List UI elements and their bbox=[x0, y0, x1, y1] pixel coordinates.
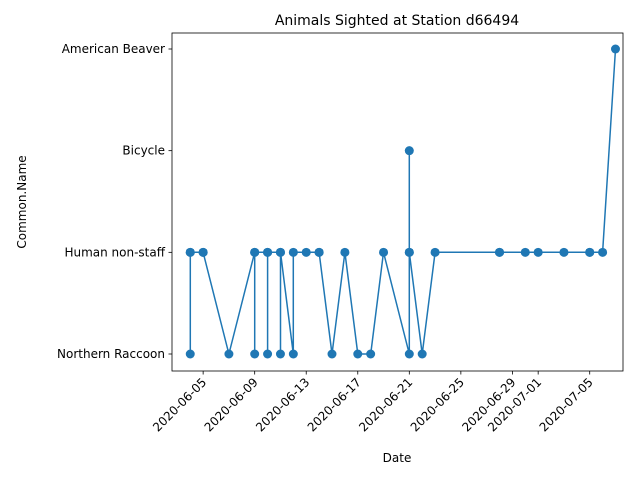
data-point bbox=[533, 247, 543, 257]
data-point bbox=[585, 247, 595, 257]
chart-title: Animals Sighted at Station d66494 bbox=[275, 13, 519, 29]
data-point bbox=[314, 247, 324, 257]
data-point bbox=[327, 349, 337, 359]
y-tick-label: Human non-staff bbox=[64, 245, 165, 259]
data-point bbox=[198, 247, 208, 257]
data-point bbox=[495, 247, 505, 257]
data-point bbox=[430, 247, 440, 257]
data-point bbox=[404, 349, 414, 359]
data-point bbox=[288, 349, 298, 359]
data-point bbox=[288, 247, 298, 257]
data-point bbox=[250, 247, 260, 257]
series-line bbox=[189, 48, 617, 355]
series-markers bbox=[185, 44, 620, 359]
data-point bbox=[301, 247, 311, 257]
x-tick-label: 2020-06-25 bbox=[408, 375, 467, 434]
data-point bbox=[404, 247, 414, 257]
data-point bbox=[275, 247, 285, 257]
data-point bbox=[417, 349, 427, 359]
y-axis: Northern Raccoon Human non-staff Bicycle Am… bbox=[57, 42, 172, 361]
data-point bbox=[598, 247, 608, 257]
data-point bbox=[353, 349, 363, 359]
x-tick-label: 2020-06-13 bbox=[253, 375, 312, 434]
x-axis-title: Date bbox=[383, 451, 412, 465]
data-point bbox=[520, 247, 530, 257]
data-point bbox=[263, 247, 273, 257]
data-point bbox=[610, 44, 620, 54]
data-point bbox=[275, 349, 285, 359]
y-tick-label: Bicycle bbox=[122, 144, 165, 158]
y-axis-title: Common.Name bbox=[15, 155, 29, 248]
data-point bbox=[366, 349, 376, 359]
x-axis: 2020-06-052020-06-092020-06-132020-06-17… bbox=[150, 371, 596, 434]
data-point bbox=[224, 349, 234, 359]
x-tick-label: 2020-07-05 bbox=[537, 375, 596, 434]
data-point bbox=[263, 349, 273, 359]
data-point bbox=[185, 247, 195, 257]
data-point bbox=[559, 247, 569, 257]
y-tick-label: Northern Raccoon bbox=[57, 347, 165, 361]
data-point bbox=[404, 146, 414, 156]
data-point bbox=[185, 349, 195, 359]
data-point bbox=[250, 349, 260, 359]
data-point bbox=[340, 247, 350, 257]
x-tick-label: 2020-06-21 bbox=[356, 375, 415, 434]
x-tick-label: 2020-06-05 bbox=[150, 375, 209, 434]
x-tick-label: 2020-06-09 bbox=[202, 375, 261, 434]
x-tick-label: 2020-06-17 bbox=[305, 375, 364, 434]
data-point bbox=[379, 247, 389, 257]
y-tick-label: American Beaver bbox=[62, 42, 165, 56]
plot-area bbox=[171, 32, 624, 372]
plot-frame bbox=[171, 32, 624, 372]
